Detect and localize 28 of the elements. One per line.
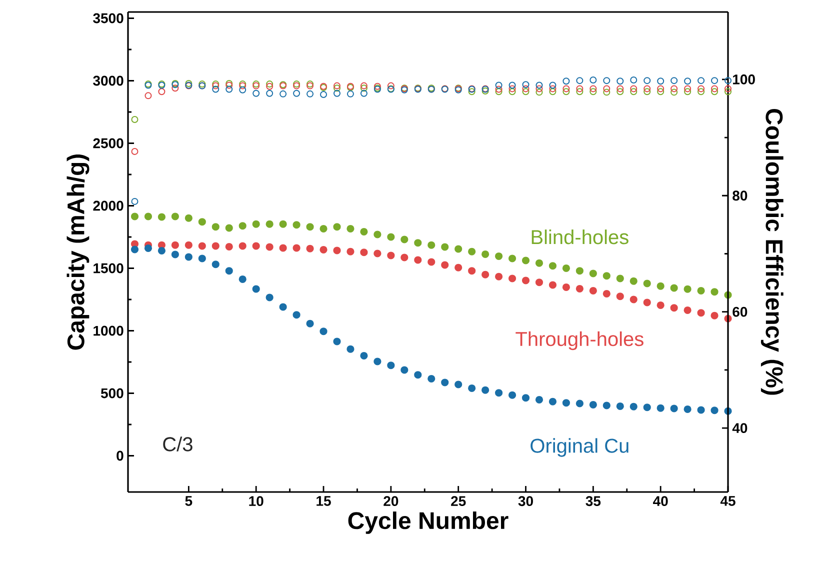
annotation: C/3 [163, 436, 192, 452]
x-tick-label: 45 [720, 496, 736, 506]
y-tick-label: 2500 [93, 138, 124, 148]
x-tick-label: 5 [185, 496, 192, 506]
y2-tick-label: 80 [732, 190, 748, 201]
x-tick-label: 25 [451, 496, 466, 506]
x-tick-label: 40 [653, 496, 668, 506]
x-tick-label: 20 [384, 496, 398, 506]
series-label: Through-holes [516, 331, 644, 350]
y2-tick-label: 40 [732, 423, 748, 434]
y2-axis-title: Coulombic Efficiency (%) [760, 108, 784, 395]
x-tick-label: 35 [586, 496, 601, 506]
y-tick-label: 1500 [94, 263, 124, 274]
series-label: Original Cu [530, 438, 628, 457]
x-tick-label: 15 [316, 496, 331, 506]
y-tick-label: 3500 [93, 13, 124, 24]
x-tick-label: 30 [518, 496, 533, 506]
series-label: Blind-holes [532, 230, 628, 244]
x-tick-label: 10 [249, 496, 264, 506]
y-tick-label: 2000 [93, 200, 124, 211]
y-axis-title: Capacity (mAh/g) [66, 154, 90, 350]
x-axis-title: Cycle Number [348, 512, 508, 534]
y-tick-label: 3000 [93, 76, 124, 86]
y-tick-label: 1000 [94, 326, 124, 336]
y-tick-label: 500 [100, 388, 124, 398]
y2-tick-label: 100 [733, 74, 755, 84]
y-tick-label: 0 [116, 450, 124, 461]
y2-tick-label: 60 [732, 306, 748, 317]
